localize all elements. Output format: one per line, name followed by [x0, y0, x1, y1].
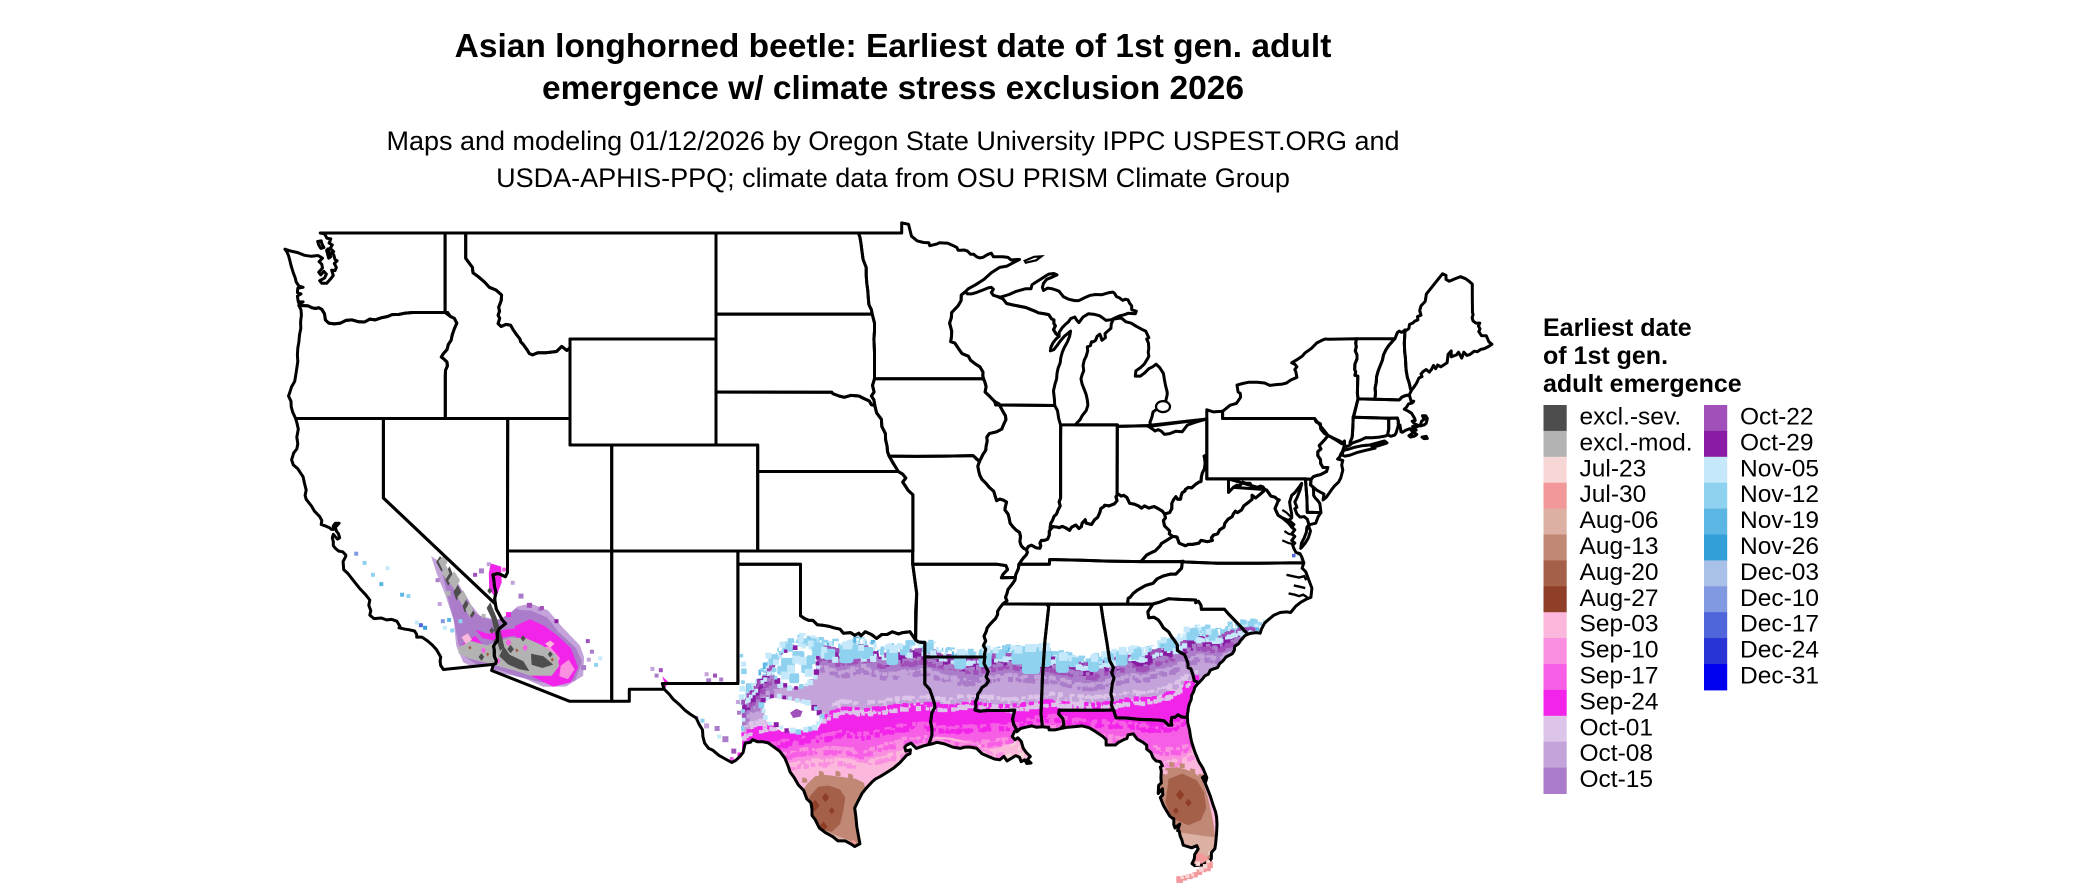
- svg-text:Sep-17: Sep-17: [1580, 663, 1659, 690]
- svg-text:Oct-08: Oct-08: [1580, 740, 1654, 767]
- svg-text:Nov-26: Nov-26: [1740, 533, 1819, 560]
- svg-text:Sep-10: Sep-10: [1580, 637, 1659, 664]
- svg-text:Oct-22: Oct-22: [1740, 404, 1814, 431]
- svg-text:excl.-mod.: excl.-mod.: [1580, 429, 1693, 456]
- svg-text:Dec-17: Dec-17: [1740, 611, 1819, 638]
- svg-text:excl.-sev.: excl.-sev.: [1580, 404, 1682, 431]
- svg-text:Oct-29: Oct-29: [1740, 429, 1814, 456]
- svg-text:Aug-06: Aug-06: [1580, 507, 1659, 534]
- svg-text:Jul-23: Jul-23: [1580, 455, 1647, 482]
- svg-text:Sep-03: Sep-03: [1580, 611, 1659, 638]
- svg-text:Nov-19: Nov-19: [1740, 507, 1819, 534]
- svg-text:Aug-20: Aug-20: [1580, 559, 1659, 586]
- svg-text:Dec-10: Dec-10: [1740, 585, 1819, 612]
- svg-text:Aug-27: Aug-27: [1580, 585, 1659, 612]
- svg-text:Oct-15: Oct-15: [1580, 766, 1654, 793]
- svg-text:Dec-03: Dec-03: [1740, 559, 1819, 586]
- svg-text:Nov-05: Nov-05: [1740, 455, 1819, 482]
- svg-text:Oct-01: Oct-01: [1580, 714, 1654, 741]
- svg-text:Dec-31: Dec-31: [1740, 663, 1819, 690]
- svg-text:Nov-12: Nov-12: [1740, 481, 1819, 508]
- svg-text:Jul-30: Jul-30: [1580, 481, 1647, 508]
- svg-text:Aug-13: Aug-13: [1580, 533, 1659, 560]
- svg-text:Dec-24: Dec-24: [1740, 637, 1819, 664]
- svg-text:Sep-24: Sep-24: [1580, 688, 1659, 715]
